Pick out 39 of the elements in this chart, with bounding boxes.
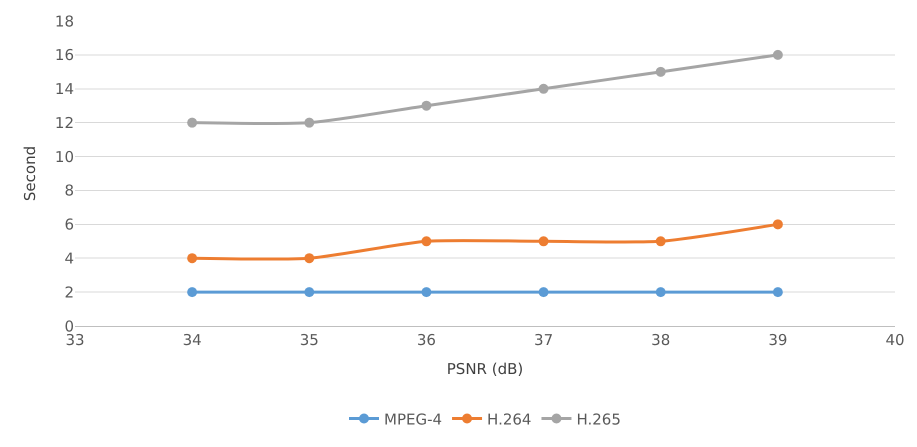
y-tick-label: 18 — [54, 12, 74, 30]
point — [538, 84, 549, 94]
y-axis-title: Second — [21, 146, 40, 202]
y-tick-label: 16 — [54, 46, 74, 64]
point — [304, 253, 314, 264]
point — [538, 236, 549, 246]
point — [772, 50, 783, 60]
y-tick-label: 8 — [64, 182, 74, 200]
x-axis-title: PSNR (dB) — [446, 360, 524, 378]
y-tick-label: 6 — [64, 216, 74, 234]
point — [772, 219, 783, 230]
point — [772, 287, 783, 298]
y-tick-label: 10 — [54, 148, 74, 166]
y-tick-label: 4 — [64, 249, 74, 268]
point — [656, 236, 666, 246]
point — [187, 253, 198, 264]
y-tick-label: 2 — [64, 283, 74, 302]
x-tick-label: 34 — [182, 331, 202, 349]
x-tick-label: 36 — [416, 331, 436, 349]
legend-label: H.265 — [576, 410, 621, 428]
legend-label: MPEG-4 — [384, 410, 442, 428]
point — [304, 118, 314, 128]
point — [187, 118, 198, 128]
x-tick-label: 38 — [651, 331, 670, 349]
x-tick-label: 39 — [768, 331, 788, 349]
x-tick-label: 40 — [885, 331, 905, 349]
point — [421, 236, 432, 246]
point — [421, 100, 432, 111]
x-tick-label: 35 — [300, 331, 319, 349]
x-tick-label: 37 — [534, 331, 554, 349]
point — [304, 287, 314, 298]
y-tick-label: 12 — [54, 114, 74, 132]
point — [656, 66, 666, 77]
legend-label: H.264 — [487, 410, 532, 428]
point — [187, 287, 198, 298]
point — [421, 287, 432, 298]
point — [656, 287, 666, 298]
y-tick-label: 14 — [54, 80, 74, 98]
point — [538, 287, 549, 298]
